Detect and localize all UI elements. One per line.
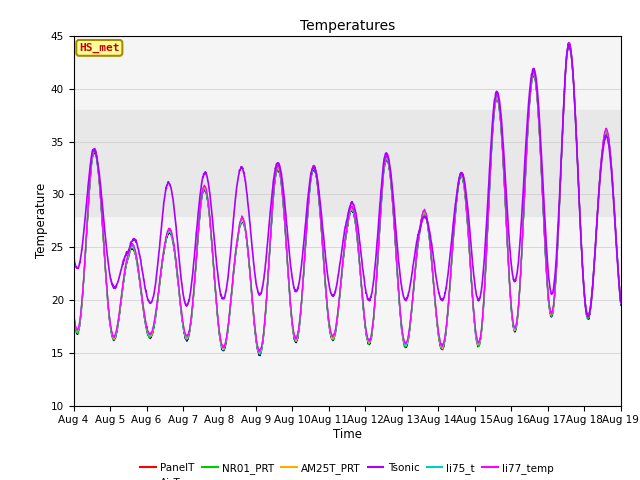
- Y-axis label: Temperature: Temperature: [35, 183, 48, 258]
- Bar: [74, 110, 621, 216]
- Title: Temperatures: Temperatures: [300, 20, 395, 34]
- Text: HS_met: HS_met: [79, 43, 120, 53]
- X-axis label: Time: Time: [333, 428, 362, 441]
- Legend: PanelT, AirT, NR01_PRT, AM25T_PRT, Tsonic, li75_t, li77_temp: PanelT, AirT, NR01_PRT, AM25T_PRT, Tsoni…: [136, 459, 558, 480]
